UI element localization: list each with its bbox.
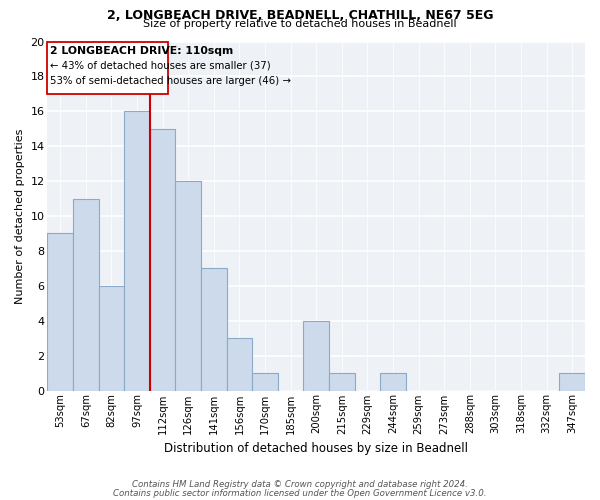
Bar [304,320,329,390]
Bar [98,286,124,391]
Bar [47,42,168,94]
Bar [73,198,98,390]
Bar [380,373,406,390]
Bar [252,373,278,390]
Text: Size of property relative to detached houses in Beadnell: Size of property relative to detached ho… [143,19,457,29]
Bar [124,112,150,390]
Bar [175,181,201,390]
Text: Contains public sector information licensed under the Open Government Licence v3: Contains public sector information licen… [113,488,487,498]
Bar [150,129,175,390]
Text: 53% of semi-detached houses are larger (46) →: 53% of semi-detached houses are larger (… [50,76,291,86]
Text: ← 43% of detached houses are smaller (37): ← 43% of detached houses are smaller (37… [50,60,271,70]
Bar [559,373,585,390]
Text: 2 LONGBEACH DRIVE: 110sqm: 2 LONGBEACH DRIVE: 110sqm [50,46,233,56]
Text: Contains HM Land Registry data © Crown copyright and database right 2024.: Contains HM Land Registry data © Crown c… [132,480,468,489]
Y-axis label: Number of detached properties: Number of detached properties [15,128,25,304]
Bar [329,373,355,390]
Bar [47,234,73,390]
X-axis label: Distribution of detached houses by size in Beadnell: Distribution of detached houses by size … [164,442,468,455]
Text: 2, LONGBEACH DRIVE, BEADNELL, CHATHILL, NE67 5EG: 2, LONGBEACH DRIVE, BEADNELL, CHATHILL, … [107,9,493,22]
Bar [227,338,252,390]
Bar [201,268,227,390]
